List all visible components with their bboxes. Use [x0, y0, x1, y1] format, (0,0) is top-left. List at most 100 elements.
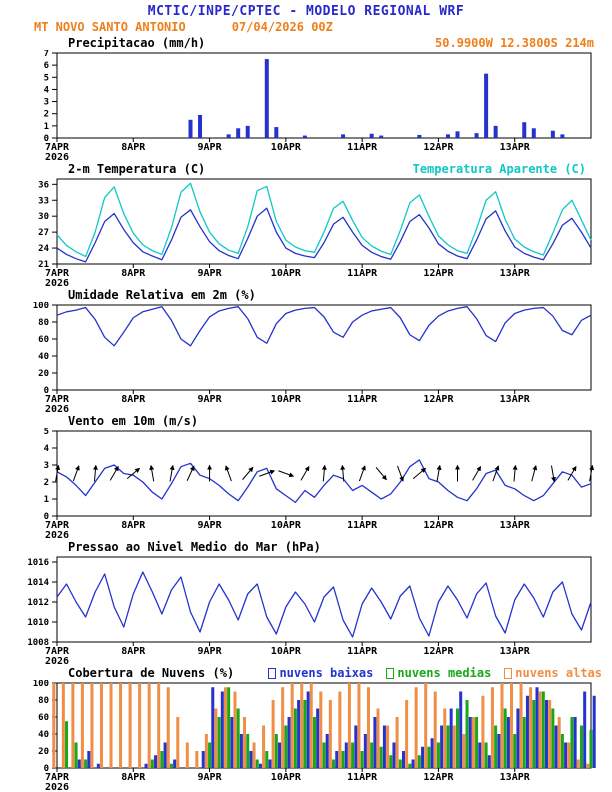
run-info-row: MT NOVO SANTO ANTONIO 07/04/2026 00Z	[0, 19, 612, 36]
svg-text:4: 4	[44, 85, 50, 95]
svg-text:4: 4	[44, 444, 50, 454]
svg-text:8APR: 8APR	[121, 646, 146, 657]
svg-text:1: 1	[44, 495, 49, 505]
legend-item-nuvens-medias: nuvens medias	[386, 666, 491, 680]
svg-text:11APR: 11APR	[347, 268, 378, 279]
panel-cloud-cover: Cobertura de Nuvens (%) nuvens baixas nu…	[0, 666, 612, 792]
svg-text:80: 80	[38, 696, 49, 706]
svg-text:2026: 2026	[45, 782, 69, 792]
legend-label-apparent-temperature: Temperatura Aparente (C)	[412, 162, 586, 176]
svg-text:36: 36	[38, 180, 49, 190]
svg-text:2: 2	[44, 478, 49, 488]
svg-text:12APR: 12APR	[423, 772, 454, 783]
run-datetime: 07/04/2026 00Z	[231, 20, 333, 34]
svg-text:9APR: 9APR	[198, 268, 223, 279]
legend-label-mid-clouds: nuvens medias	[397, 666, 492, 680]
svg-text:2026: 2026	[45, 278, 69, 288]
svg-text:10APR: 10APR	[271, 268, 302, 279]
svg-text:1: 1	[44, 122, 49, 132]
cloud-legend: nuvens baixas nuvens medias nuvens altas	[268, 666, 612, 680]
panel-wind: Vento em 10m (m/s) 0 1 2 3 4 5 7APR 2026 8APR 9AP…	[0, 414, 612, 540]
svg-text:8APR: 8APR	[121, 268, 146, 279]
svg-text:100: 100	[33, 680, 49, 689]
svg-text:8APR: 8APR	[121, 142, 146, 153]
svg-text:5: 5	[44, 73, 49, 83]
svg-text:8APR: 8APR	[121, 772, 146, 783]
svg-text:11APR: 11APR	[347, 520, 378, 531]
svg-text:13APR: 13APR	[500, 394, 531, 405]
svg-text:7: 7	[44, 50, 49, 59]
svg-text:10APR: 10APR	[271, 520, 302, 531]
svg-text:27: 27	[38, 228, 49, 238]
chart-title-pressure: Pressao ao Nivel Medio do Mar (hPa)	[68, 540, 321, 554]
page-title: MCTIC/INPE/CPTEC - MODELO REGIONAL WRF	[147, 4, 465, 19]
svg-text:11APR: 11APR	[347, 772, 378, 783]
svg-text:100: 100	[33, 302, 49, 311]
chart-title-precipitation: Precipitacao (mm/h)	[68, 36, 206, 50]
svg-text:12APR: 12APR	[423, 268, 454, 279]
legend-item-nuvens-baixas: nuvens baixas	[268, 666, 373, 680]
svg-text:13APR: 13APR	[500, 772, 531, 783]
station-coordinates: 50.9900W 12.3800S 214m	[435, 36, 594, 50]
svg-text:10APR: 10APR	[271, 646, 302, 657]
svg-text:33: 33	[38, 196, 49, 206]
svg-text:3: 3	[44, 98, 49, 108]
svg-text:12APR: 12APR	[423, 142, 454, 153]
svg-text:13APR: 13APR	[500, 520, 531, 531]
legend-swatch-mid-clouds-icon	[386, 667, 395, 679]
svg-text:6: 6	[44, 61, 49, 71]
chart-title-temperature: 2-m Temperatura (C)	[68, 162, 206, 176]
svg-text:60: 60	[38, 713, 49, 723]
svg-text:8APR: 8APR	[121, 394, 146, 405]
svg-text:0: 0	[44, 134, 49, 144]
panel-precipitation: Precipitacao (mm/h) 50.9900W 12.3800S 21…	[0, 36, 612, 162]
svg-text:13APR: 13APR	[500, 142, 531, 153]
svg-text:7APR: 7APR	[45, 772, 70, 783]
svg-text:12APR: 12APR	[423, 520, 454, 531]
svg-text:12APR: 12APR	[423, 394, 454, 405]
svg-text:7APR: 7APR	[45, 646, 70, 657]
svg-text:2026: 2026	[45, 656, 69, 666]
svg-text:20: 20	[38, 747, 49, 757]
svg-text:9APR: 9APR	[198, 646, 223, 657]
svg-text:9APR: 9APR	[198, 394, 223, 405]
svg-text:0: 0	[44, 512, 49, 522]
svg-text:12APR: 12APR	[423, 646, 454, 657]
chart-title-wind: Vento em 10m (m/s)	[68, 414, 199, 428]
svg-text:1016: 1016	[27, 558, 49, 568]
svg-text:9APR: 9APR	[198, 520, 223, 531]
panel-sea-level-pressure: Pressao ao Nivel Medio do Mar (hPa) 1008…	[0, 540, 612, 666]
chart-title-relative-humidity: Umidade Relativa em 2m (%)	[68, 288, 256, 302]
svg-text:1014: 1014	[27, 578, 49, 588]
svg-text:10APR: 10APR	[271, 394, 302, 405]
svg-text:60: 60	[38, 335, 49, 345]
svg-text:2026: 2026	[45, 404, 69, 414]
svg-text:8APR: 8APR	[121, 520, 146, 531]
svg-text:7APR: 7APR	[45, 394, 70, 405]
svg-text:10APR: 10APR	[271, 772, 302, 783]
svg-text:0: 0	[44, 764, 49, 774]
svg-text:80: 80	[38, 318, 49, 328]
legend-label-high-clouds: nuvens altas	[515, 666, 602, 680]
station-name: MT NOVO SANTO ANTONIO	[34, 20, 186, 34]
svg-text:11APR: 11APR	[347, 394, 378, 405]
svg-text:9APR: 9APR	[198, 142, 223, 153]
svg-text:0: 0	[44, 386, 49, 396]
svg-text:40: 40	[38, 730, 49, 740]
svg-text:13APR: 13APR	[500, 646, 531, 657]
chart-title-cloud-cover: Cobertura de Nuvens (%)	[68, 666, 235, 680]
svg-text:40: 40	[38, 352, 49, 362]
svg-text:7APR: 7APR	[45, 142, 70, 153]
svg-text:13APR: 13APR	[500, 268, 531, 279]
svg-text:20: 20	[38, 369, 49, 379]
svg-text:11APR: 11APR	[347, 142, 378, 153]
svg-text:21: 21	[38, 260, 49, 270]
svg-text:10APR: 10APR	[271, 142, 302, 153]
